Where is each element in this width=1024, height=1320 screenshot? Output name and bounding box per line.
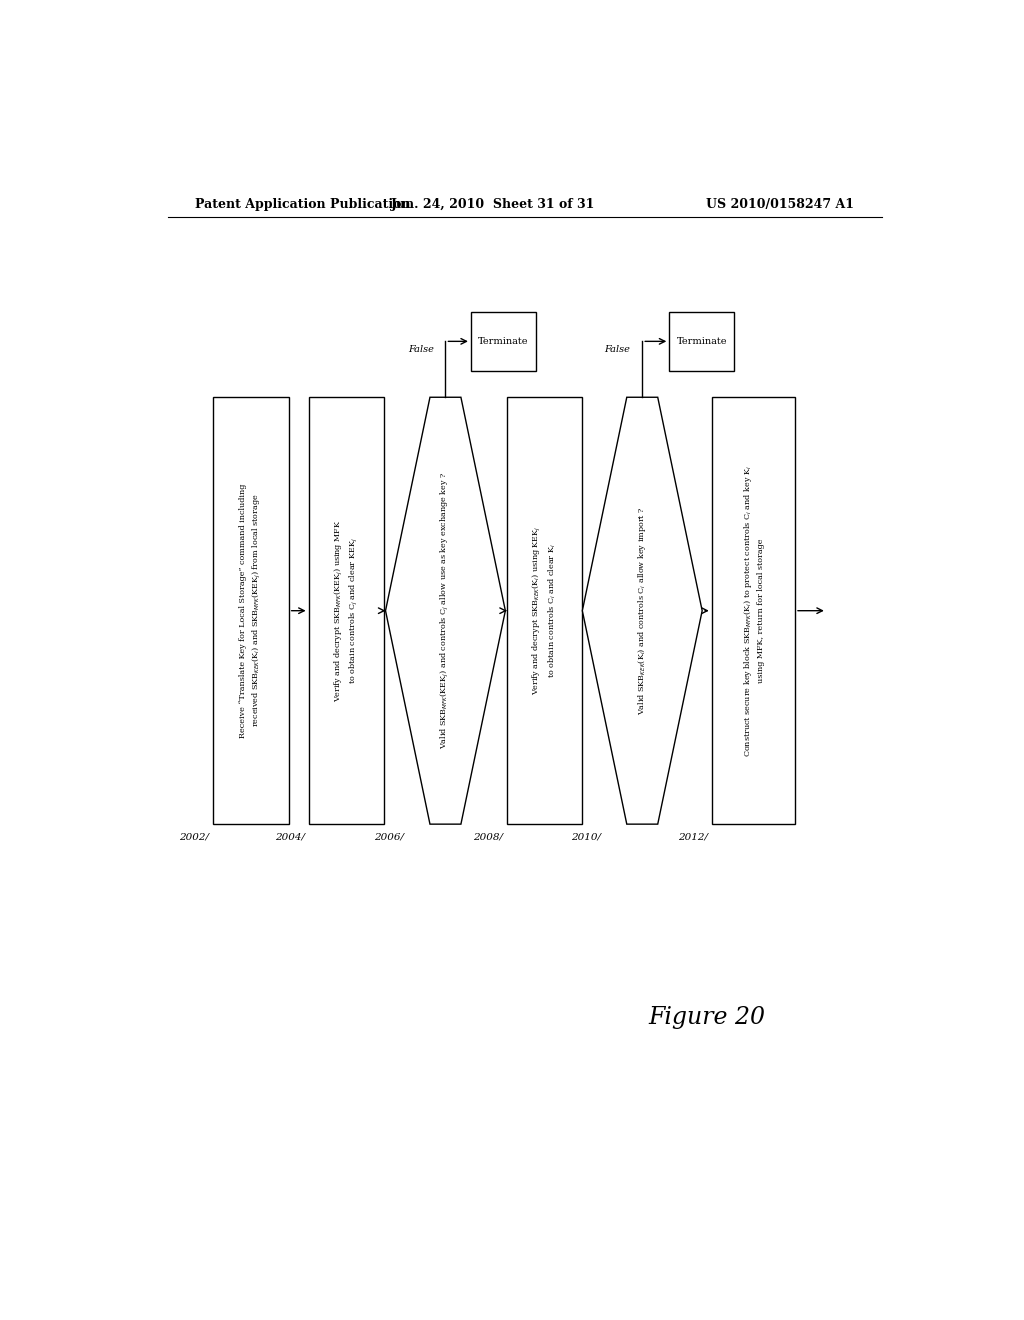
Bar	[507, 397, 583, 824]
Bar	[471, 312, 536, 371]
Text: 2010/: 2010/	[570, 833, 601, 841]
Text: 2006/: 2006/	[374, 833, 403, 841]
Text: False: False	[408, 345, 433, 354]
Text: US 2010/0158247 A1: US 2010/0158247 A1	[707, 198, 854, 211]
Bar	[308, 397, 384, 824]
Text: Terminate: Terminate	[478, 337, 528, 346]
Text: Valid SKB$_{KEK}$(K$_i$) and controls C$_i$ allow key import ?: Valid SKB$_{KEK}$(K$_i$) and controls C$…	[636, 507, 648, 715]
Text: Valid SKB$_{MFK}$(KEK$_j$) and controls C$_j$ allow use as key exchange key ?: Valid SKB$_{MFK}$(KEK$_j$) and controls …	[439, 473, 452, 750]
Polygon shape	[385, 397, 506, 824]
Bar	[712, 397, 795, 824]
Text: Receive “Translate Key for Local Storage” command including
received SKB$_{KEK}$: Receive “Translate Key for Local Storage…	[240, 483, 262, 738]
Bar	[670, 312, 734, 371]
Text: Terminate: Terminate	[677, 337, 727, 346]
Text: Construct secure key block SKB$_{MFK}$(K$_i$) to protect controls C$_i$ and key : Construct secure key block SKB$_{MFK}$(K…	[742, 465, 765, 756]
Text: 2008/: 2008/	[473, 833, 503, 841]
Text: 2004/: 2004/	[274, 833, 304, 841]
Text: Verify and decrypt SKB$_{MFK}$(KEK$_j$) using MFK
to obtain controls C$_j$ and c: Verify and decrypt SKB$_{MFK}$(KEK$_j$) …	[333, 520, 359, 702]
Text: Patent Application Publication: Patent Application Publication	[196, 198, 411, 211]
Text: Jun. 24, 2010  Sheet 31 of 31: Jun. 24, 2010 Sheet 31 of 31	[391, 198, 595, 211]
Text: Figure 20: Figure 20	[649, 1006, 766, 1028]
Polygon shape	[583, 397, 702, 824]
Text: Verify and decrypt SKB$_{KEK}$(K$_i$) using KEK$_j$
to obtain controls C$_i$ and: Verify and decrypt SKB$_{KEK}$(K$_i$) us…	[531, 525, 558, 696]
Text: False: False	[604, 345, 631, 354]
Bar	[213, 397, 289, 824]
Text: 2002/: 2002/	[179, 833, 209, 841]
Text: 2012/: 2012/	[678, 833, 708, 841]
